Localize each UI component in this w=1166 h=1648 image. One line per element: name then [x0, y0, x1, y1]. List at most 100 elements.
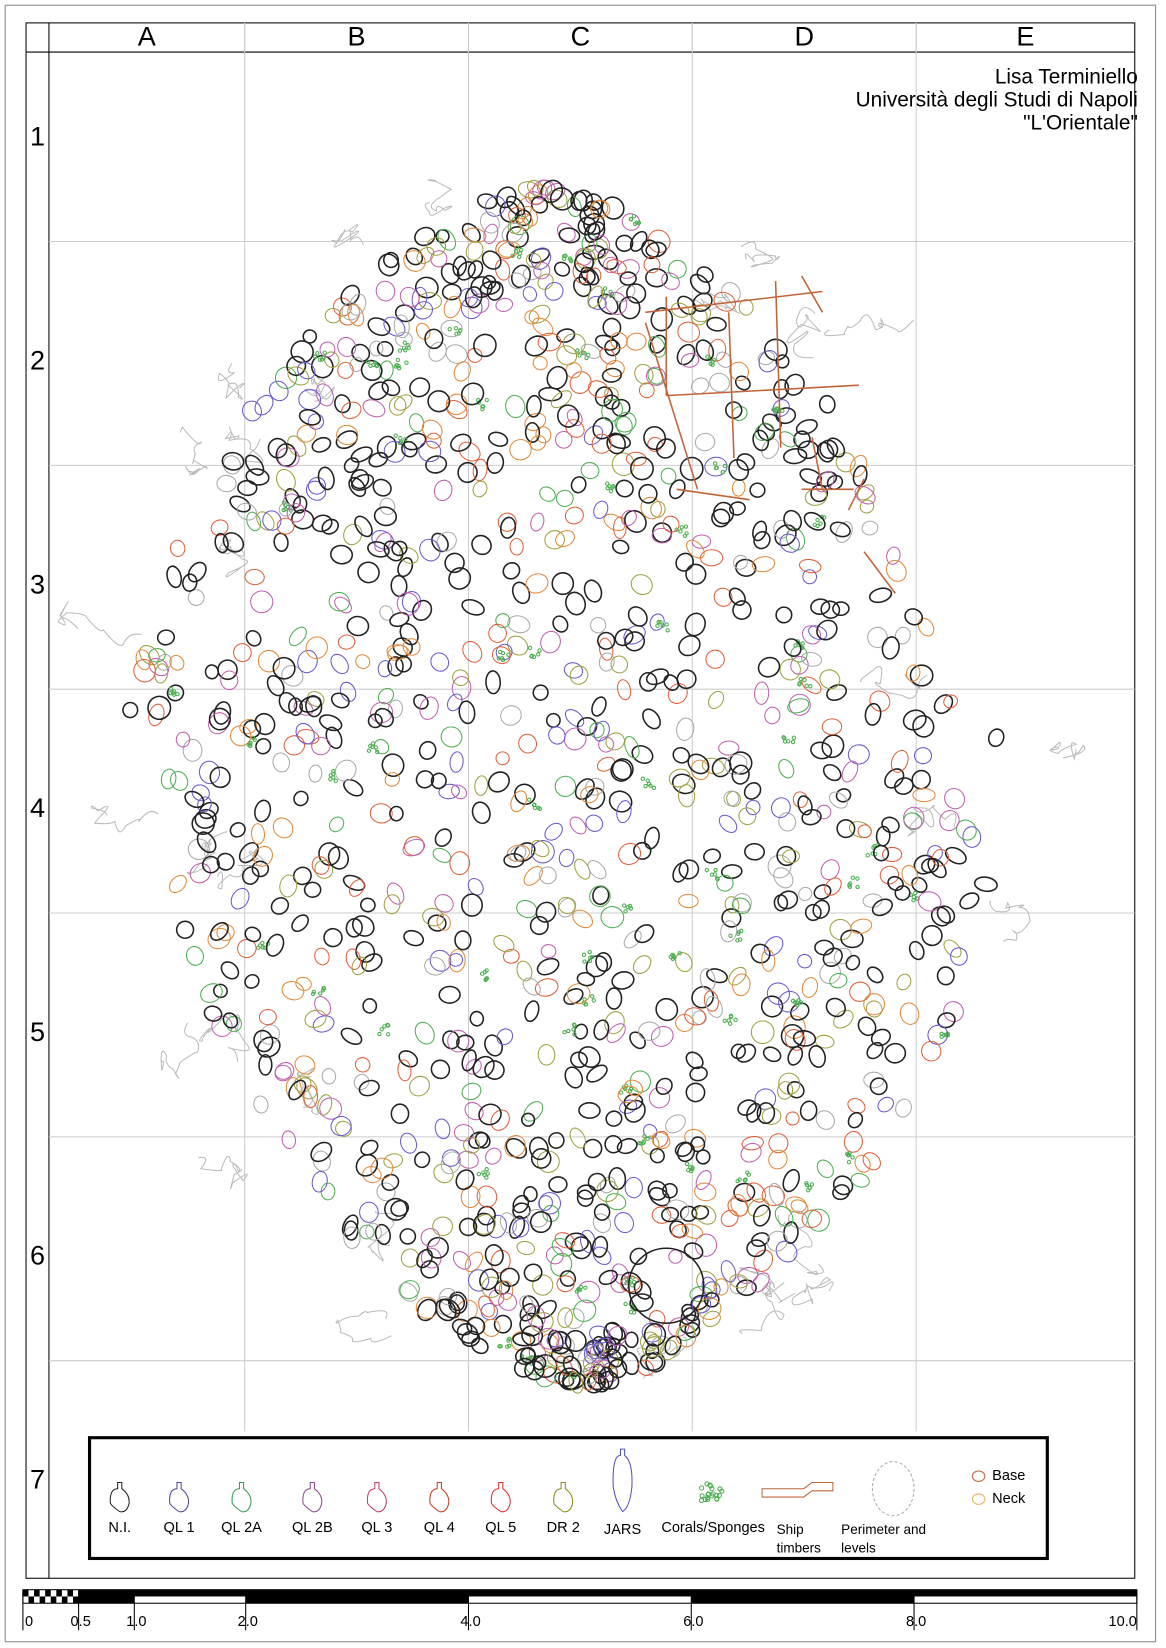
- find: [468, 532, 495, 559]
- find: [423, 430, 444, 451]
- find: [237, 480, 257, 496]
- scale-segment: [468, 1590, 691, 1597]
- scale-check: [67, 1590, 73, 1597]
- find: [725, 964, 749, 988]
- coral: [481, 405, 484, 408]
- coral: [791, 999, 794, 1002]
- find: [472, 458, 488, 481]
- coral: [448, 327, 451, 330]
- find: [276, 690, 300, 716]
- find: [289, 912, 311, 934]
- find: [413, 768, 437, 792]
- coral: [519, 248, 522, 251]
- find: [773, 843, 799, 869]
- find: [642, 425, 667, 451]
- coral: [588, 950, 591, 953]
- find: [438, 261, 462, 287]
- legend-label: DR 2: [547, 1520, 580, 1536]
- find: [523, 308, 541, 326]
- find: [864, 703, 882, 726]
- find: [721, 864, 742, 879]
- find: [691, 1137, 705, 1152]
- coral: [313, 355, 316, 358]
- find: [858, 498, 876, 515]
- find: [449, 751, 464, 773]
- find: [411, 298, 436, 322]
- find: [482, 1032, 506, 1058]
- find: [306, 412, 325, 431]
- find: [174, 918, 197, 941]
- find: [552, 260, 572, 279]
- coral: [518, 255, 521, 258]
- find: [411, 692, 431, 712]
- coral: [533, 803, 536, 806]
- find: [165, 565, 184, 589]
- coral: [781, 409, 784, 412]
- coral: [576, 349, 579, 352]
- find: [893, 1097, 914, 1119]
- find: [907, 939, 926, 961]
- find: [822, 719, 842, 735]
- find: [962, 826, 982, 848]
- perimeter-level: [861, 667, 928, 699]
- find: [402, 928, 426, 948]
- find: [252, 861, 268, 876]
- find: [321, 1183, 335, 1200]
- coral: [380, 1028, 383, 1031]
- find: [878, 864, 902, 887]
- find: [734, 451, 757, 473]
- find: [683, 1005, 708, 1027]
- find: [470, 1011, 484, 1026]
- coral: [679, 530, 682, 533]
- find: [902, 606, 925, 628]
- find: [595, 952, 612, 972]
- find: [244, 510, 263, 532]
- find: [864, 964, 885, 985]
- find: [556, 327, 577, 344]
- find: [774, 895, 788, 911]
- find: [217, 475, 237, 492]
- find: [603, 730, 627, 752]
- legend-label: Ship: [777, 1522, 804, 1537]
- coral: [649, 784, 652, 787]
- find: [157, 629, 176, 646]
- coral: [646, 1137, 649, 1140]
- find: [755, 654, 782, 680]
- find: [333, 393, 352, 414]
- find: [537, 484, 558, 504]
- find: [937, 967, 955, 986]
- find: [589, 695, 608, 718]
- find: [453, 1123, 474, 1142]
- find: [675, 1140, 697, 1164]
- find: [603, 338, 621, 357]
- perimeter-level: [305, 377, 335, 402]
- coral: [644, 784, 647, 787]
- find: [855, 1014, 879, 1039]
- find: [522, 332, 551, 359]
- find: [591, 499, 610, 521]
- scale-label: 0: [25, 1614, 33, 1630]
- find: [324, 928, 343, 947]
- find: [432, 826, 454, 849]
- find: [737, 1140, 764, 1166]
- column-label: D: [794, 22, 814, 52]
- coral: [734, 1018, 737, 1021]
- coral: [629, 218, 632, 221]
- coral: [396, 358, 399, 361]
- coral: [578, 354, 581, 357]
- scale-check: [45, 1590, 51, 1597]
- find: [936, 1011, 957, 1030]
- find: [759, 993, 786, 1020]
- find: [597, 1174, 618, 1196]
- coral: [684, 525, 687, 528]
- find: [500, 560, 523, 583]
- coral: [176, 692, 179, 695]
- find: [762, 1108, 781, 1125]
- find: [786, 1111, 800, 1125]
- find: [243, 925, 263, 945]
- find: [682, 1240, 705, 1261]
- find: [273, 532, 289, 552]
- find: [523, 571, 550, 596]
- coral: [809, 685, 812, 688]
- coral: [399, 437, 402, 440]
